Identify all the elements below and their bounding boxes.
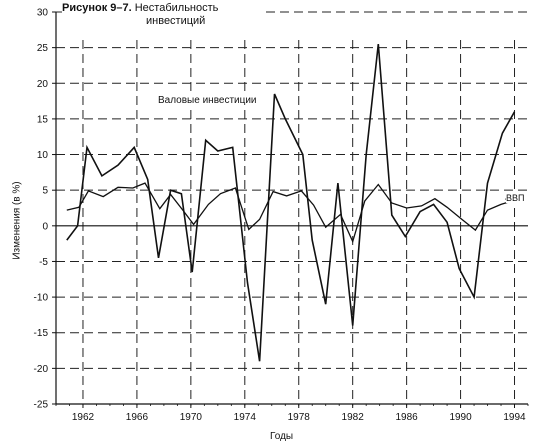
y-tick-label: 10 — [37, 150, 49, 161]
y-tick-label: -20 — [34, 364, 49, 375]
y-tick-label: 15 — [37, 114, 49, 125]
x-tick-label: 1994 — [503, 412, 526, 423]
investment-series-label: Валовые инвестиции — [158, 95, 257, 106]
x-tick-label: 1966 — [126, 412, 149, 423]
data-series — [66, 44, 516, 362]
y-tick-label: 20 — [37, 79, 49, 90]
gdp-line — [66, 182, 515, 244]
x-tick-label: 1974 — [234, 412, 257, 423]
x-tick-label: 1990 — [449, 412, 472, 423]
chart-subtitle-line-2: инвестиций — [146, 15, 206, 27]
y-axis-label: Изменения (в %) — [11, 181, 23, 260]
y-tick-label: -10 — [34, 293, 49, 304]
gdp-series-label: ВВП — [506, 193, 525, 203]
y-tick-label: 25 — [37, 43, 49, 54]
x-axis-label: Годы — [270, 431, 294, 442]
y-tick-label: 5 — [42, 186, 48, 197]
y-tick-label: 0 — [42, 221, 48, 232]
chart-subtitle-line-1: Нестабильность — [134, 2, 219, 14]
chart-title: Рисунок 9–7. — [62, 2, 132, 14]
x-tick-label: 1986 — [396, 412, 419, 423]
x-tick-label: 1978 — [288, 412, 311, 423]
x-tick-label: 1962 — [72, 412, 95, 423]
y-tick-label: -15 — [34, 328, 49, 339]
y-tick-label: 30 — [37, 8, 49, 19]
chart-title-block: Рисунок 9–7. Нестабильность инвестиций — [62, 2, 262, 28]
chart-axes — [52, 11, 529, 408]
grid-lines — [56, 11, 528, 404]
x-tick-label: 1982 — [342, 412, 365, 423]
investment-line — [66, 44, 516, 362]
tick-labels: -25 -20 -15 -10 -5 0 5 10 15 20 25 30 1962 1966 1970 19… — [34, 8, 527, 424]
y-tick-label: -25 — [34, 400, 49, 411]
y-tick-label: -5 — [39, 257, 48, 268]
x-tick-label: 1970 — [180, 412, 203, 423]
